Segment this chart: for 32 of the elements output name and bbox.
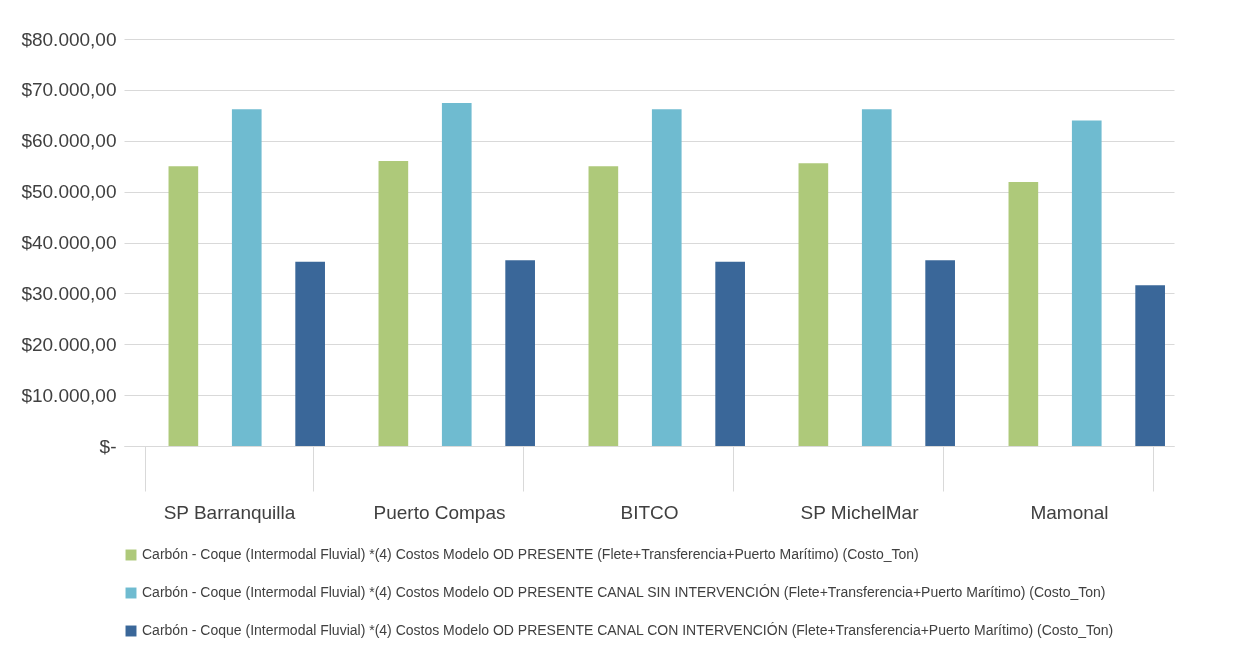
bar: [1008, 181, 1039, 446]
legend-label: Carbón - Coque (Intermodal Fluvial) *(4) Costos Modelo OD PRESENTE (Flete+Transferencia+Puerto Marítimo) (Costo_Ton): [142, 546, 919, 562]
x-tick-label: BITCO: [620, 501, 679, 523]
bar: [798, 163, 829, 446]
bar: [231, 109, 262, 446]
bar: [1071, 120, 1102, 446]
bar: [505, 260, 535, 446]
bar: [1135, 285, 1165, 446]
x-tick-label: SP MichelMar: [800, 501, 920, 523]
bar: [651, 109, 682, 446]
legend-label: Carbón - Coque (Intermodal Fluvial) *(4) Costos Modelo OD PRESENTE CANAL SIN INTERVENCIÓN (Flete+Transferencia+Puerto Marítimo) (Costo_Ton): [142, 584, 1106, 600]
legend-label: Carbón - Coque (Intermodal Fluvial) *(4) Costos Modelo OD PRESENTE CANAL CON INTERVENCIÓN (Flete+Transferencia+Puerto Marítimo) (Costo_Ton): [142, 622, 1114, 638]
x-tick-label: Mamonal: [1030, 501, 1109, 523]
x-tick-label: SP Barranquilla: [163, 501, 296, 523]
bar: [925, 260, 955, 446]
y-tick-label: $60.000,00: [21, 130, 117, 152]
y-tick-label: $40.000,00: [21, 232, 117, 253]
y-tick-label: $80.000,00: [21, 28, 117, 50]
y-tick-label: $30.000,00: [21, 282, 117, 304]
y-tick-label: $-: [99, 435, 117, 457]
x-tick-label: Puerto Compas: [373, 501, 506, 523]
bar: [168, 166, 199, 446]
y-tick-label: $70.000,00: [21, 79, 117, 101]
y-tick-label: $10.000,00: [21, 384, 117, 406]
bar: [295, 261, 325, 446]
bar: [378, 161, 409, 446]
y-tick-label: $20.000,00: [21, 333, 117, 355]
bar: [861, 109, 892, 446]
bar: [588, 166, 619, 446]
y-tick-label: $50.000,00: [21, 181, 117, 203]
bar: [715, 261, 745, 446]
bar: [441, 103, 472, 446]
